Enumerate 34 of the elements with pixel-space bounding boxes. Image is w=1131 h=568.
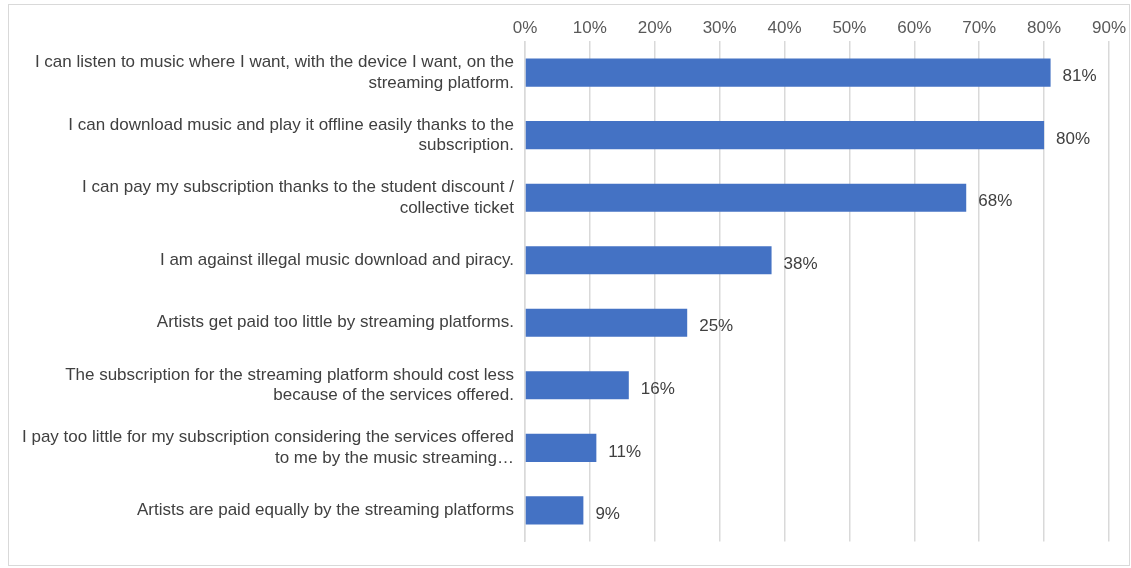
x-tick-label: 20% [637, 17, 672, 37]
data-label: 80% [1056, 128, 1091, 148]
x-tick-label: 90% [1091, 17, 1126, 37]
y-tick-label: I pay too little for my subscription considering the services offered to me by the music streaming… [21, 427, 514, 467]
x-tick-label: 40% [767, 17, 802, 37]
x-tick-label: 80% [1027, 17, 1062, 37]
x-tick-label: 0% [512, 17, 538, 37]
x-tick-label: 10% [572, 17, 607, 37]
bar [525, 371, 629, 400]
data-label: 9% [595, 504, 620, 524]
bar [525, 246, 772, 275]
bar [525, 183, 967, 212]
x-tick-label: 50% [832, 17, 867, 37]
y-tick-label: I can download music and play it offline easily thanks to the subscription. [68, 114, 514, 155]
y-tick-label: I am against illegal music download and piracy. [159, 249, 514, 269]
y-tick-label: I can listen to music where I want, with the device I want, on the streaming platform. [34, 52, 514, 92]
bar [525, 121, 1045, 150]
y-tick-label: Artists are paid equally by the streaming platforms [136, 500, 514, 520]
bar [525, 58, 1051, 87]
data-label: 81% [1062, 66, 1097, 86]
y-tick-label: I can pay my subscription thanks to the student discount / collective ticket [82, 177, 515, 217]
x-tick-label: 70% [962, 17, 997, 37]
bar [525, 308, 688, 337]
data-label: 11% [608, 441, 642, 461]
bar [525, 433, 597, 462]
data-label: 68% [978, 191, 1013, 211]
data-label: 38% [783, 253, 818, 273]
data-label: 16% [640, 378, 675, 398]
y-tick-label: Artists get paid too little by streaming platforms. [156, 312, 514, 332]
bar [525, 496, 584, 525]
x-tick-label: 30% [702, 17, 737, 37]
y-tick-label: The subscription for the streaming platform should cost less because of the services offered. [65, 364, 514, 405]
data-label: 25% [699, 316, 734, 336]
x-tick-label: 60% [897, 17, 932, 37]
